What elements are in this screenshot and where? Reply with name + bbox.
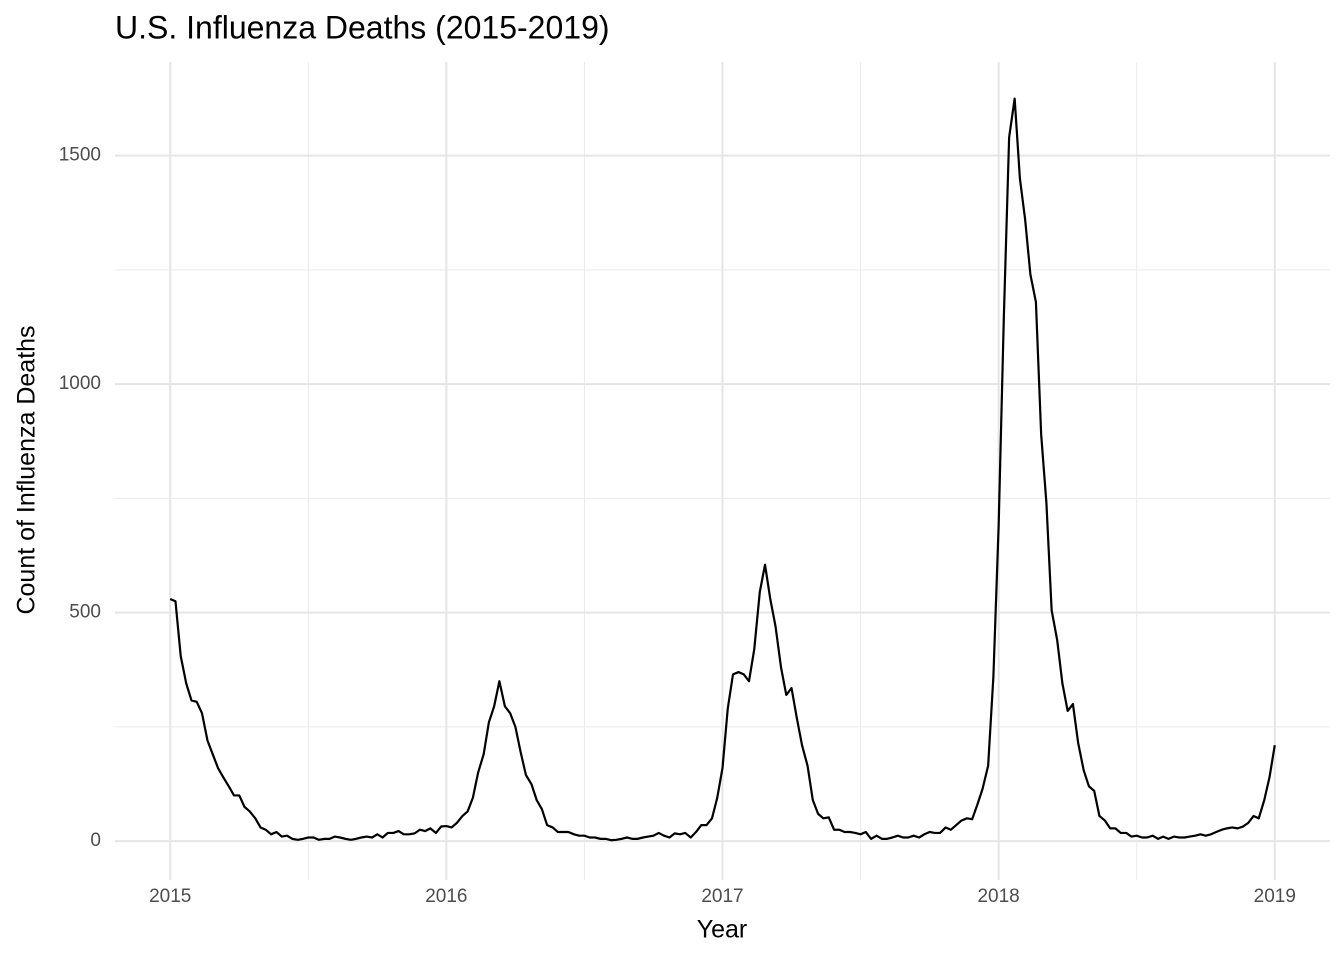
data-line xyxy=(169,97,1276,842)
x-tick-label: 2015 xyxy=(149,886,191,907)
y-tick-label: 1500 xyxy=(59,145,101,166)
y-tick-label: 500 xyxy=(69,602,101,623)
y-tick-label: 1000 xyxy=(59,373,101,394)
x-tick-label: 2017 xyxy=(701,886,743,907)
x-axis-title: Year xyxy=(697,916,748,944)
y-tick-label: 0 xyxy=(90,830,101,851)
x-tick-label: 2018 xyxy=(977,886,1019,907)
y-axis-title: Count of Influenza Deaths xyxy=(13,325,41,614)
x-tick-label: 2019 xyxy=(1254,886,1296,907)
grid xyxy=(115,62,1330,880)
chart-title: U.S. Influenza Deaths (2015-2019) xyxy=(115,9,610,45)
x-tick-label: 2016 xyxy=(425,886,467,907)
plot-area xyxy=(169,97,1276,842)
